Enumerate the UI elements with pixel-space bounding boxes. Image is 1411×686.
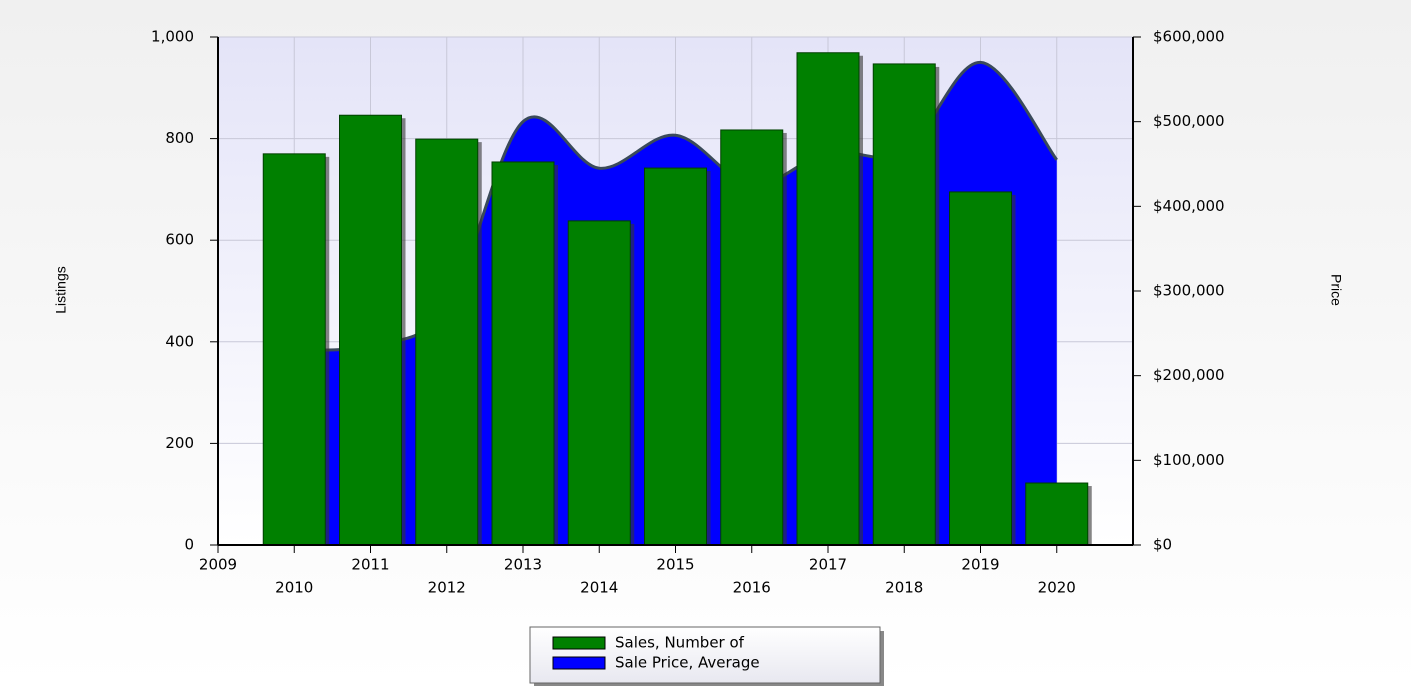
bar	[262, 153, 326, 546]
y-tick-label: 1,000	[151, 28, 194, 46]
y-tick-label: 400	[165, 332, 194, 350]
y2-tick-label: $300,000	[1153, 282, 1225, 300]
x-tick-label: 2014	[580, 579, 618, 597]
legend-label: Sale Price, Average	[615, 654, 760, 672]
bar	[567, 220, 631, 546]
x-tick-label: 2013	[504, 556, 542, 574]
x-tick-label: 2019	[961, 556, 999, 574]
legend-swatch	[552, 656, 606, 670]
y2-tick-label: $600,000	[1153, 28, 1225, 46]
x-tick-label: 2011	[351, 556, 389, 574]
bar	[339, 114, 402, 546]
x-tick-label: 2018	[885, 579, 923, 597]
bar	[796, 52, 860, 546]
y2-tick-label: $400,000	[1153, 197, 1225, 215]
y2-tick-label: $0	[1153, 536, 1172, 554]
y2-tick-label: $500,000	[1153, 112, 1225, 130]
legend	[529, 626, 881, 684]
bar	[644, 167, 707, 546]
x-tick-label: 2017	[809, 556, 847, 574]
y2-axis-label: Price	[1328, 274, 1344, 306]
y-tick-label: 800	[165, 129, 194, 147]
y-tick-label: 600	[165, 231, 194, 249]
bar	[491, 161, 555, 546]
bar	[949, 191, 1012, 546]
bar	[720, 129, 784, 546]
y2-tick-label: $200,000	[1153, 366, 1225, 384]
legend-swatch	[552, 636, 606, 650]
x-tick-label: 2010	[275, 579, 313, 597]
y2-tick-label: $100,000	[1153, 451, 1225, 469]
bar	[872, 63, 936, 546]
x-tick-label: 2020	[1038, 579, 1076, 597]
legend-label: Sales, Number of	[615, 634, 745, 652]
x-tick-label: 2016	[733, 579, 771, 597]
y-axis-label: Listings	[53, 266, 69, 313]
x-tick-label: 2009	[199, 556, 237, 574]
x-tick-label: 2012	[428, 579, 466, 597]
y-tick-label: 0	[184, 536, 194, 554]
y-tick-label: 200	[165, 434, 194, 452]
bar	[1025, 482, 1089, 546]
bar	[415, 138, 479, 546]
x-tick-label: 2015	[656, 556, 694, 574]
